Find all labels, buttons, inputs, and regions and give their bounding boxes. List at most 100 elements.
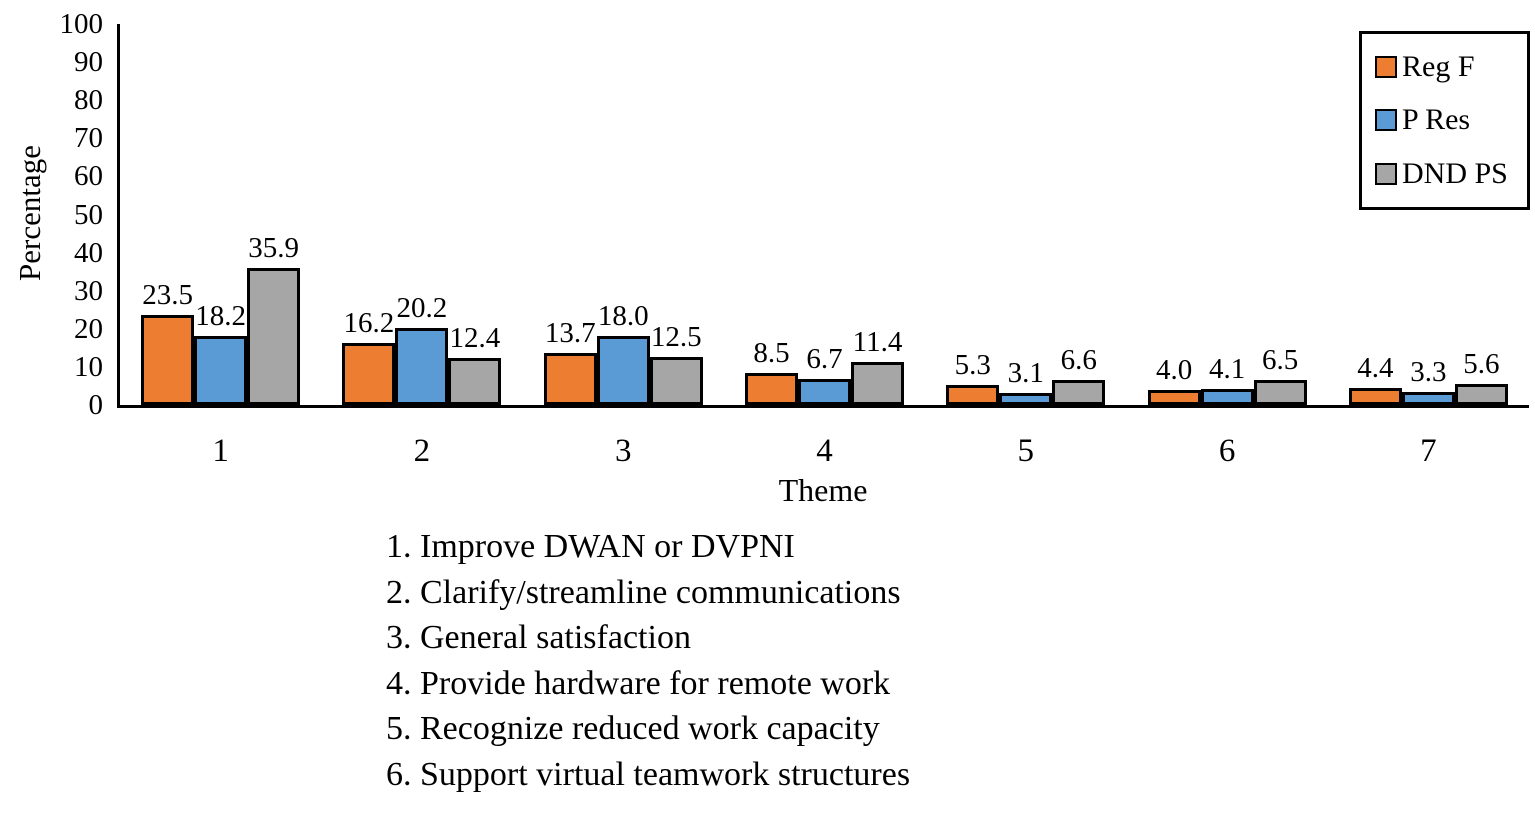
bar-wrap: 6.6: [1052, 345, 1106, 405]
bar-p-res: [1401, 392, 1455, 405]
bar-dnd-ps: [1052, 380, 1106, 405]
bar-reg-f: [342, 343, 396, 405]
bar-value-label: 4.4: [1357, 352, 1394, 384]
y-tick-label: 40: [74, 236, 103, 269]
bar-value-label: 23.5: [142, 279, 194, 311]
bar-value-label: 16.2: [343, 307, 395, 339]
x-tick-label: 1: [212, 433, 229, 469]
bar-wrap: 3.1: [999, 358, 1053, 405]
legend-item-reg-f: Reg F: [1375, 49, 1523, 83]
bar-wrap: 16.2: [342, 308, 396, 405]
bar-wrap: 4.1: [1200, 354, 1254, 405]
legend-item-dnd-ps: DND PS: [1375, 158, 1523, 190]
bar-wrap: 18.0: [596, 301, 650, 405]
bar-value-label: 18.0: [597, 300, 649, 332]
y-tick-label: 20: [74, 312, 103, 345]
x-tick-label: 6: [1218, 433, 1236, 469]
y-tick-label: 60: [74, 160, 103, 193]
bar-wrap: 4.4: [1348, 353, 1402, 405]
bar-value-label: 4.0: [1155, 354, 1193, 386]
bar-value-label: 3.3: [1410, 356, 1447, 388]
bar-value-label: 35.9: [248, 232, 300, 264]
bar-value-label: 12.4: [449, 322, 501, 354]
plot-area: 23.5 18.2 35.9 1 16.2 20.2 12.4 2 13.7 18.0 12.5 3 8…: [117, 24, 1529, 469]
x-tick-label: 2: [413, 433, 431, 469]
bar-wrap: 23.5: [141, 280, 195, 405]
bar-wrap: 11.4: [850, 327, 904, 405]
legend-label: P Res: [1402, 103, 1471, 137]
bar-reg-f: [543, 353, 597, 405]
bar-wrap: 5.3: [946, 350, 1000, 405]
bar-group-theme-3: 13.7 18.0 12.5 3: [523, 301, 724, 469]
legend: Reg F P Res DND PS: [1359, 31, 1530, 210]
x-tick-label: 5: [1017, 433, 1035, 469]
bar-value-label: 13.7: [544, 317, 596, 349]
bar-dnd-ps: [649, 357, 703, 405]
bar-value-label: 5.6: [1463, 348, 1500, 380]
bar-value-label: 5.3: [954, 349, 991, 381]
theme-note: 3. General satisfaction: [386, 619, 691, 656]
bar-p-res: [999, 393, 1053, 405]
y-tick-label: 10: [74, 350, 103, 383]
bar-wrap: 20.2: [395, 293, 449, 405]
bar-wrap: 3.3: [1401, 357, 1455, 405]
bar-p-res: [194, 336, 248, 405]
y-tick-label: 70: [74, 122, 103, 155]
x-tick-label: 4: [816, 433, 833, 469]
theme-note: 1. Improve DWAN or DVPNI: [386, 528, 795, 565]
bar-group-theme-2: 16.2 20.2 12.4 2: [321, 293, 522, 469]
bar-value-label: 6.7: [806, 343, 843, 375]
bar-dnd-ps: [850, 362, 904, 405]
bar-p-res: [1200, 389, 1254, 405]
legend-swatch-icon: [1375, 55, 1397, 78]
bar-dnd-ps: [1454, 384, 1508, 405]
x-tick-label: 7: [1420, 433, 1437, 469]
legend-label: DND PS: [1402, 157, 1508, 191]
bar-wrap: 12.5: [649, 322, 703, 405]
y-tick-label: 50: [74, 198, 103, 231]
x-tick-label: 3: [614, 433, 632, 469]
y-tick-label: 90: [74, 46, 103, 79]
theme-note: 6. Support virtual teamwork structures: [386, 755, 911, 793]
bar-group-theme-5: 5.3 3.1 6.6 5: [925, 345, 1126, 469]
bar-value-label: 3.1: [1007, 357, 1044, 389]
bar-dnd-ps: [1253, 380, 1307, 405]
bar-group-theme-7: 4.4 3.3 5.6 7: [1328, 349, 1529, 469]
bar-wrap: 5.6: [1454, 349, 1508, 405]
bar-reg-f: [1348, 388, 1402, 405]
bar-dnd-ps: [247, 268, 301, 405]
theme-note: 2. Clarify/streamline communications: [386, 573, 901, 611]
bar-wrap: 6.5: [1253, 345, 1307, 405]
bar-value-label: 4.1: [1208, 353, 1246, 385]
theme-notes-list: 1. Improve DWAN or DVPNI 2. Clarify/strea…: [386, 524, 910, 797]
bar-value-label: 20.2: [396, 292, 448, 324]
bar-group-theme-1: 23.5 18.2 35.9 1: [120, 233, 321, 469]
bar-wrap: 12.4: [448, 323, 502, 405]
y-tick-label: 100: [59, 8, 104, 40]
x-axis-title: Theme: [778, 472, 868, 508]
theme-note: 4. Provide hardware for remote work: [386, 664, 891, 702]
theme-note: 5. Recognize reduced work capacity: [386, 710, 880, 747]
bar-reg-f: [946, 385, 1000, 405]
bar-reg-f: [1147, 390, 1201, 405]
bar-wrap: 6.7: [797, 344, 851, 405]
bar-value-label: 11.4: [852, 326, 903, 358]
bar-wrap: 4.0: [1147, 355, 1201, 405]
bar-group-theme-6: 4.0 4.1 6.5 6: [1126, 345, 1327, 469]
bar-wrap: 18.2: [194, 301, 248, 405]
bar-reg-f: [744, 373, 798, 405]
bar-wrap: 35.9: [247, 233, 301, 405]
bar-dnd-ps: [448, 358, 502, 405]
bar-p-res: [395, 328, 449, 405]
bar-wrap: 13.7: [543, 318, 597, 405]
legend-swatch-icon: [1375, 163, 1397, 186]
y-tick-label: 0: [88, 389, 104, 421]
legend-label: Reg F: [1402, 49, 1475, 83]
bar-value-label: 6.5: [1261, 344, 1299, 376]
y-tick-label: 30: [74, 274, 103, 307]
legend-swatch-icon: [1375, 109, 1397, 132]
legend-item-p-res: P Res: [1375, 104, 1523, 136]
bar-value-label: 18.2: [195, 300, 247, 332]
bar-group-theme-4: 8.5 6.7 11.4 4: [724, 327, 925, 469]
